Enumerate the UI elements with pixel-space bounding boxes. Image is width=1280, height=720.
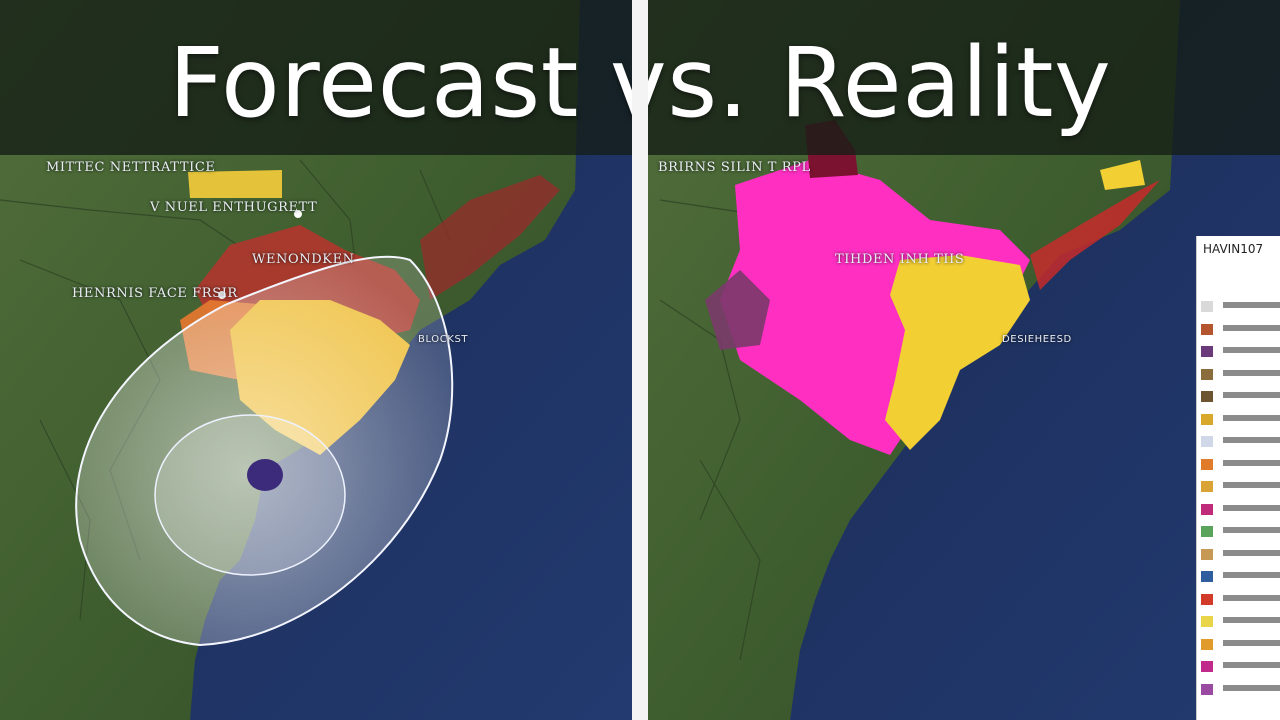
left-label-upper: V NUEL ENTHUGRETT bbox=[150, 200, 318, 215]
legend-text-placeholder bbox=[1223, 549, 1280, 556]
legend-row bbox=[1201, 435, 1280, 447]
legend-row bbox=[1201, 683, 1280, 695]
reality-purple-zone bbox=[705, 270, 770, 350]
legend-swatch bbox=[1201, 413, 1213, 425]
reality-coastal-red bbox=[1030, 180, 1160, 290]
reality-small-yellow bbox=[1100, 160, 1145, 190]
legend-row bbox=[1201, 593, 1280, 605]
left-label-west: HENRNIS FACE FRSIR bbox=[72, 286, 238, 301]
legend-swatch bbox=[1201, 616, 1213, 627]
legend-row bbox=[1201, 300, 1280, 312]
legend-text-placeholder bbox=[1223, 369, 1280, 376]
legend-text-placeholder bbox=[1223, 459, 1280, 466]
legend-text-placeholder bbox=[1223, 504, 1280, 511]
legend-swatch bbox=[1201, 571, 1213, 582]
legend-swatch bbox=[1201, 436, 1213, 447]
legend-row bbox=[1201, 503, 1280, 515]
city-marker-upper bbox=[294, 210, 302, 218]
legend-text-placeholder bbox=[1223, 347, 1280, 353]
legend-swatch bbox=[1201, 301, 1213, 312]
reality-magenta-zone bbox=[720, 160, 1030, 455]
legend-row bbox=[1201, 548, 1280, 560]
legend-swatch bbox=[1201, 323, 1213, 335]
left-label-coast: BLOCKST bbox=[418, 334, 469, 345]
right-label-center: TIHDEN INH TIIS bbox=[835, 252, 965, 267]
legend-swatch bbox=[1201, 526, 1213, 537]
legend-swatch bbox=[1201, 638, 1213, 650]
legend-text-placeholder bbox=[1223, 572, 1280, 578]
legend-swatch bbox=[1201, 481, 1213, 492]
left-label-top: MITTEC NETTRATTICE bbox=[46, 160, 216, 175]
legend-swatch bbox=[1201, 593, 1213, 605]
legend-row bbox=[1201, 458, 1280, 470]
storm-eye bbox=[247, 459, 283, 491]
legend-text-placeholder bbox=[1223, 414, 1280, 421]
legend-swatch bbox=[1201, 661, 1213, 672]
legend-row bbox=[1201, 638, 1280, 650]
forecast-cone bbox=[75, 255, 454, 647]
left-label-center: WENONDKEN bbox=[252, 252, 355, 267]
legend-row bbox=[1201, 390, 1280, 402]
legend-text-placeholder bbox=[1223, 639, 1280, 646]
legend-title: HAVIN107 bbox=[1203, 242, 1264, 256]
legend-text-placeholder bbox=[1223, 302, 1280, 308]
legend-text-placeholder bbox=[1223, 437, 1280, 443]
forecast-upper-yellow bbox=[188, 170, 282, 198]
legend-row bbox=[1201, 525, 1280, 537]
right-label-top: BRIRNS SILIN T RPL bbox=[658, 160, 811, 175]
legend-text-placeholder bbox=[1223, 527, 1280, 533]
legend-row bbox=[1201, 570, 1280, 582]
forecast-inner-circle bbox=[154, 414, 346, 576]
legend-text-placeholder bbox=[1223, 684, 1280, 691]
legend-swatch bbox=[1201, 503, 1213, 515]
legend-text-placeholder bbox=[1223, 482, 1280, 488]
legend-row bbox=[1201, 413, 1280, 425]
legend-text-placeholder bbox=[1223, 662, 1280, 668]
panel-divider bbox=[632, 0, 648, 720]
legend-row bbox=[1201, 323, 1280, 335]
legend-row bbox=[1201, 368, 1280, 380]
legend-swatch bbox=[1201, 683, 1213, 695]
right-label-coast: DESIEHEESD bbox=[1002, 334, 1072, 345]
legend-text-placeholder bbox=[1223, 594, 1280, 601]
forecast-coastal-red bbox=[420, 175, 560, 300]
legend-swatch bbox=[1201, 548, 1213, 560]
reality-yellow-zone bbox=[885, 255, 1030, 450]
legend-text-placeholder bbox=[1223, 324, 1280, 331]
legend-text-placeholder bbox=[1223, 392, 1280, 398]
legend-row bbox=[1201, 615, 1280, 627]
legend-swatch bbox=[1201, 346, 1213, 357]
legend-row bbox=[1201, 660, 1280, 672]
legend-swatch bbox=[1201, 391, 1213, 402]
legend-swatch bbox=[1201, 368, 1213, 380]
legend-row bbox=[1201, 345, 1280, 357]
legend-swatch bbox=[1201, 458, 1213, 470]
city-marker-west bbox=[218, 291, 226, 299]
legend-row bbox=[1201, 480, 1280, 492]
legend-text-placeholder bbox=[1223, 617, 1280, 623]
